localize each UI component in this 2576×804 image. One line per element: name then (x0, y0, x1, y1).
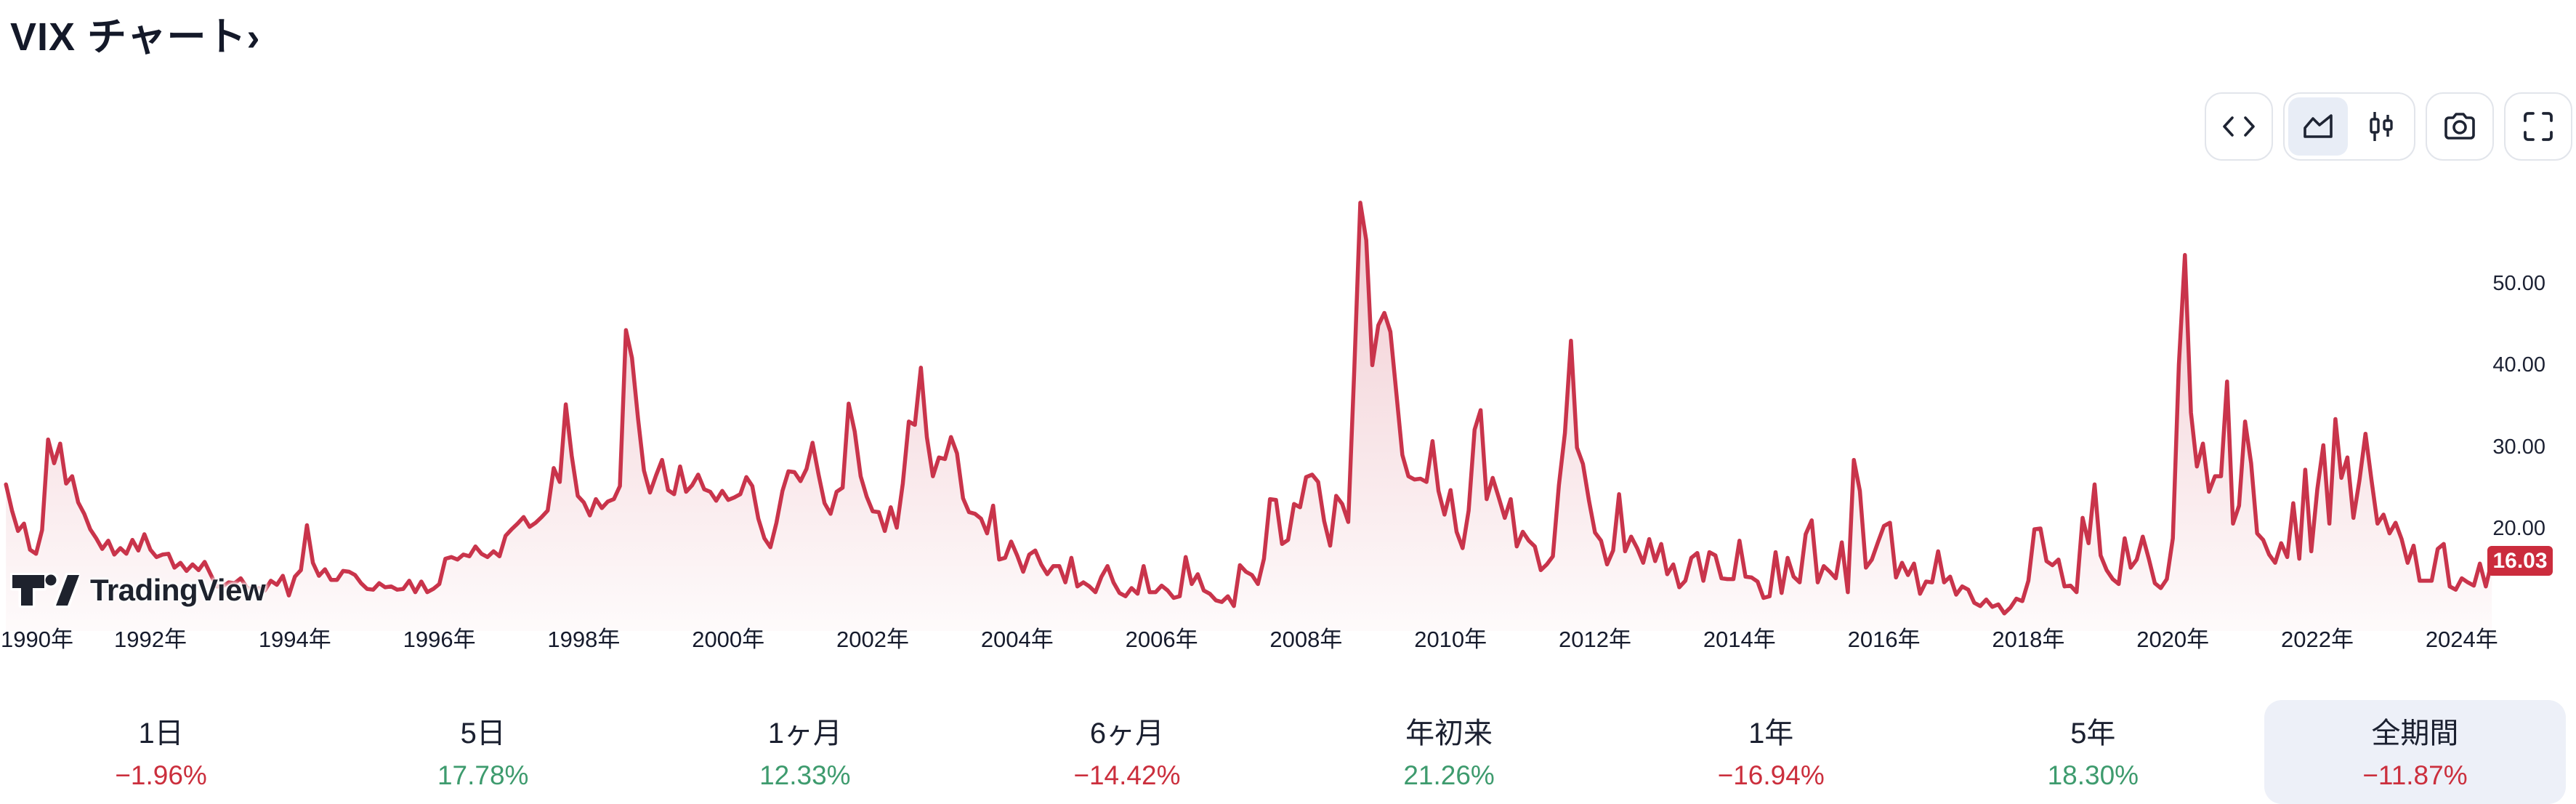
x-axis-label: 2010年 (1414, 627, 1487, 652)
x-axis-label: 1998年 (547, 627, 621, 652)
fullscreen-icon (2524, 112, 2553, 141)
x-axis-label: 1992年 (114, 627, 187, 652)
chart-style-toggle (2283, 92, 2415, 161)
period-button-6m[interactable]: 6ヶ月 −14.42% (1073, 717, 1181, 790)
area-chart-style-button[interactable] (2288, 97, 2348, 156)
period-button-all[interactable]: 全期間 −11.87% (2254, 700, 2576, 804)
series-area-fill (6, 202, 2492, 631)
period-button-5d[interactable]: 5日 17.78% (437, 717, 529, 790)
area-chart-icon (2304, 114, 2333, 138)
period-selector: 1日 −1.96% 5日 17.78% 1ヶ月 12.33% 6ヶ月 −14.4… (0, 700, 2576, 804)
y-axis-label: 30.00 (2492, 435, 2545, 459)
y-axis-label: 50.00 (2492, 272, 2545, 296)
embed-code-button[interactable] (2205, 92, 2273, 161)
period-button-1d[interactable]: 1日 −1.96% (115, 717, 207, 790)
y-axis-label: 20.00 (2492, 517, 2545, 540)
x-axis-label: 2004年 (980, 627, 1054, 652)
x-axis-label: 2024年 (2425, 627, 2498, 652)
candlestick-icon (2370, 112, 2393, 141)
x-axis-label: 2002年 (836, 627, 909, 652)
y-axis-label: 40.00 (2492, 353, 2545, 377)
x-axis-label: 2016年 (1847, 627, 1921, 652)
x-axis-label: 2008年 (1269, 627, 1343, 652)
candlestick-style-button[interactable] (2351, 97, 2410, 156)
x-axis-label: 2014年 (1703, 627, 1776, 652)
page-title-link[interactable]: VIX チャート› (10, 15, 261, 59)
x-axis-label: 2012年 (1559, 627, 1631, 652)
period-button-ytd[interactable]: 年初来 21.26% (1403, 717, 1495, 790)
x-axis-label: 2000年 (692, 627, 765, 652)
period-button-5y[interactable]: 5年 18.30% (2047, 717, 2139, 790)
fullscreen-button[interactable] (2504, 92, 2572, 161)
x-axis-label: 2022年 (2281, 627, 2354, 652)
period-button-1y[interactable]: 1年 −16.94% (1717, 717, 1825, 790)
tradingview-logo[interactable]: TradingView (10, 573, 266, 608)
camera-icon (2444, 113, 2475, 140)
x-axis-label: 2018年 (1992, 627, 2065, 652)
series-line (4, 201, 2494, 616)
x-axis-label: 2020年 (2136, 627, 2210, 652)
x-axis-label: 2006年 (1125, 627, 1198, 652)
x-axis-label: 1990年 (1, 627, 73, 652)
chart-toolbar (2205, 92, 2572, 161)
last-price-badge: 16.03 (2487, 546, 2553, 576)
code-icon (2223, 116, 2255, 137)
tradingview-mark-icon (10, 573, 80, 608)
x-axis-label: 1994年 (258, 627, 331, 652)
x-axis-label: 1996年 (403, 627, 476, 652)
snapshot-button[interactable] (2426, 92, 2494, 161)
tradingview-wordmark: TradingView (90, 573, 266, 607)
period-button-1m[interactable]: 1ヶ月 12.33% (759, 717, 851, 790)
